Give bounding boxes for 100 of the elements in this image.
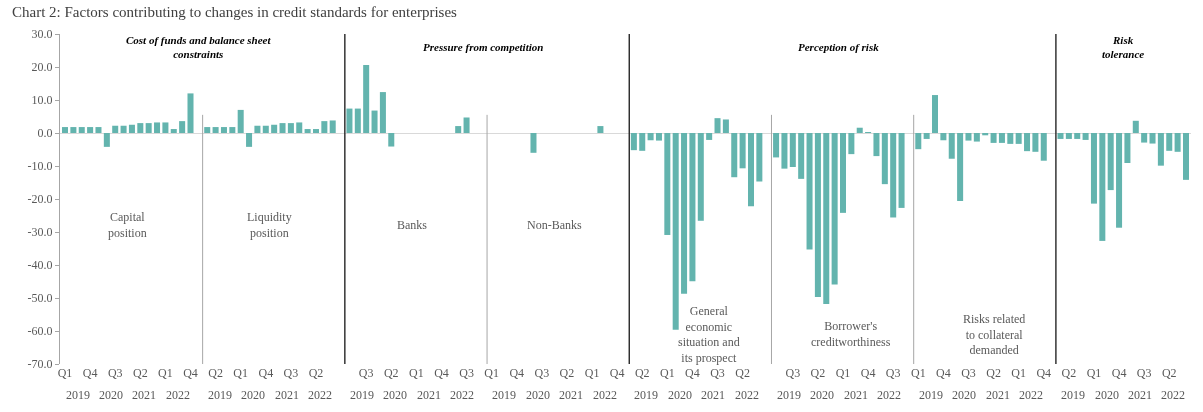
text: 2019 — [492, 388, 516, 402]
y-tick-label: 30.0 — [31, 27, 53, 42]
x-tick-label: Q2 — [1161, 366, 1177, 380]
bar — [923, 133, 930, 139]
x-tick-label: Q2 — [634, 366, 650, 380]
x-tick-label: Q4 — [183, 366, 198, 380]
bar — [831, 133, 838, 285]
text: 2021 — [1128, 388, 1152, 402]
annotation: Liquidity position — [247, 210, 292, 240]
bar — [731, 133, 738, 178]
annotation: Risk tolerance — [1102, 34, 1145, 61]
text: 2019 — [919, 388, 943, 402]
bar — [1082, 133, 1089, 140]
x-tick-label: Q3 — [283, 366, 299, 380]
y-tick-label: -40.0 — [27, 258, 53, 273]
bar — [647, 133, 654, 141]
bar — [455, 126, 462, 133]
bar — [839, 133, 847, 213]
bar — [103, 133, 110, 147]
x-tick-label: Q4 — [609, 366, 625, 380]
text: 2022 — [877, 388, 901, 402]
bar — [346, 108, 353, 133]
bar — [915, 133, 922, 150]
text: 2020 — [952, 388, 976, 402]
x-tick-label: Q1 — [910, 366, 926, 380]
text: 2021 — [701, 388, 725, 402]
bar — [62, 127, 69, 133]
text: 2022 — [1019, 388, 1043, 402]
x-tick-label: Q2 — [810, 366, 826, 380]
text: 2020 — [1095, 388, 1119, 402]
text: 2022 — [166, 388, 190, 402]
bar — [95, 127, 102, 133]
bar — [1040, 133, 1047, 161]
text: 2021 — [417, 388, 441, 402]
bar — [789, 133, 796, 167]
annotation: Risks related to collateral demanded — [963, 312, 1026, 358]
x-tick-label: Q3 — [534, 366, 550, 380]
bar — [296, 122, 303, 133]
annotation: Capital position — [108, 210, 147, 240]
text: 2022 — [450, 388, 474, 402]
bar — [304, 129, 311, 133]
y-tick-label: -70.0 — [27, 357, 53, 372]
y-tick-label: -30.0 — [27, 225, 53, 240]
bar — [655, 133, 662, 141]
y-tick-label: -20.0 — [27, 192, 53, 207]
bar — [137, 123, 144, 133]
bar — [1074, 133, 1081, 139]
x-tick-label: Q3 — [710, 366, 725, 380]
bar — [312, 129, 319, 133]
text: 2021 — [275, 388, 299, 402]
x-tick-label: Q4 — [258, 366, 274, 380]
annotation: Non-Banks — [527, 218, 582, 232]
x-tick-label: Q3 — [1136, 366, 1152, 380]
annotation: Pressure from competition — [423, 41, 544, 53]
bar — [1166, 133, 1173, 151]
bar — [706, 133, 713, 140]
x-tick-label: Q1 — [1011, 366, 1027, 380]
x-tick-label: Q4 — [1036, 366, 1052, 380]
x-tick-label: Q2 — [208, 366, 223, 380]
bar — [664, 133, 671, 235]
chart-title: Chart 2: Factors contributing to changes in credit standards for enterprises — [12, 3, 458, 20]
bar — [1141, 133, 1148, 143]
text: 2020 — [241, 388, 265, 402]
y-tick-label: 20.0 — [31, 60, 53, 75]
annotation: Perception of risk — [798, 41, 880, 53]
annotation: Borrower's creditworthiness — [811, 319, 891, 349]
bar — [287, 123, 294, 133]
bar — [87, 127, 94, 133]
bar — [112, 125, 119, 133]
bar — [271, 124, 278, 133]
bar — [948, 133, 955, 159]
bar — [1024, 133, 1031, 152]
bar — [597, 126, 604, 133]
text: 2020 — [668, 388, 692, 402]
bar — [1182, 133, 1189, 180]
bar — [371, 110, 378, 133]
x-tick-label: Q3 — [107, 366, 123, 380]
bar — [78, 127, 85, 133]
bar — [154, 122, 161, 133]
x-tick-label: Q2 — [132, 366, 148, 380]
bar — [890, 133, 897, 218]
x-tick-label: Q4 — [82, 366, 98, 380]
bar — [162, 122, 169, 133]
bar — [814, 133, 821, 298]
bar — [1124, 133, 1131, 164]
text: 2022 — [1161, 388, 1185, 402]
bar — [998, 133, 1005, 143]
bar — [747, 133, 754, 207]
x-tick-label: Q4 — [509, 366, 525, 380]
bar — [145, 123, 152, 133]
bar — [739, 133, 746, 169]
x-tick-label: Q1 — [158, 366, 173, 380]
text: 2019 — [1061, 388, 1085, 402]
bar — [881, 133, 888, 185]
bar — [246, 133, 253, 147]
bar — [321, 121, 328, 133]
bar — [1090, 133, 1097, 204]
bar — [179, 121, 186, 133]
x-tick-label: Q2 — [1061, 366, 1077, 380]
bar — [798, 133, 805, 179]
